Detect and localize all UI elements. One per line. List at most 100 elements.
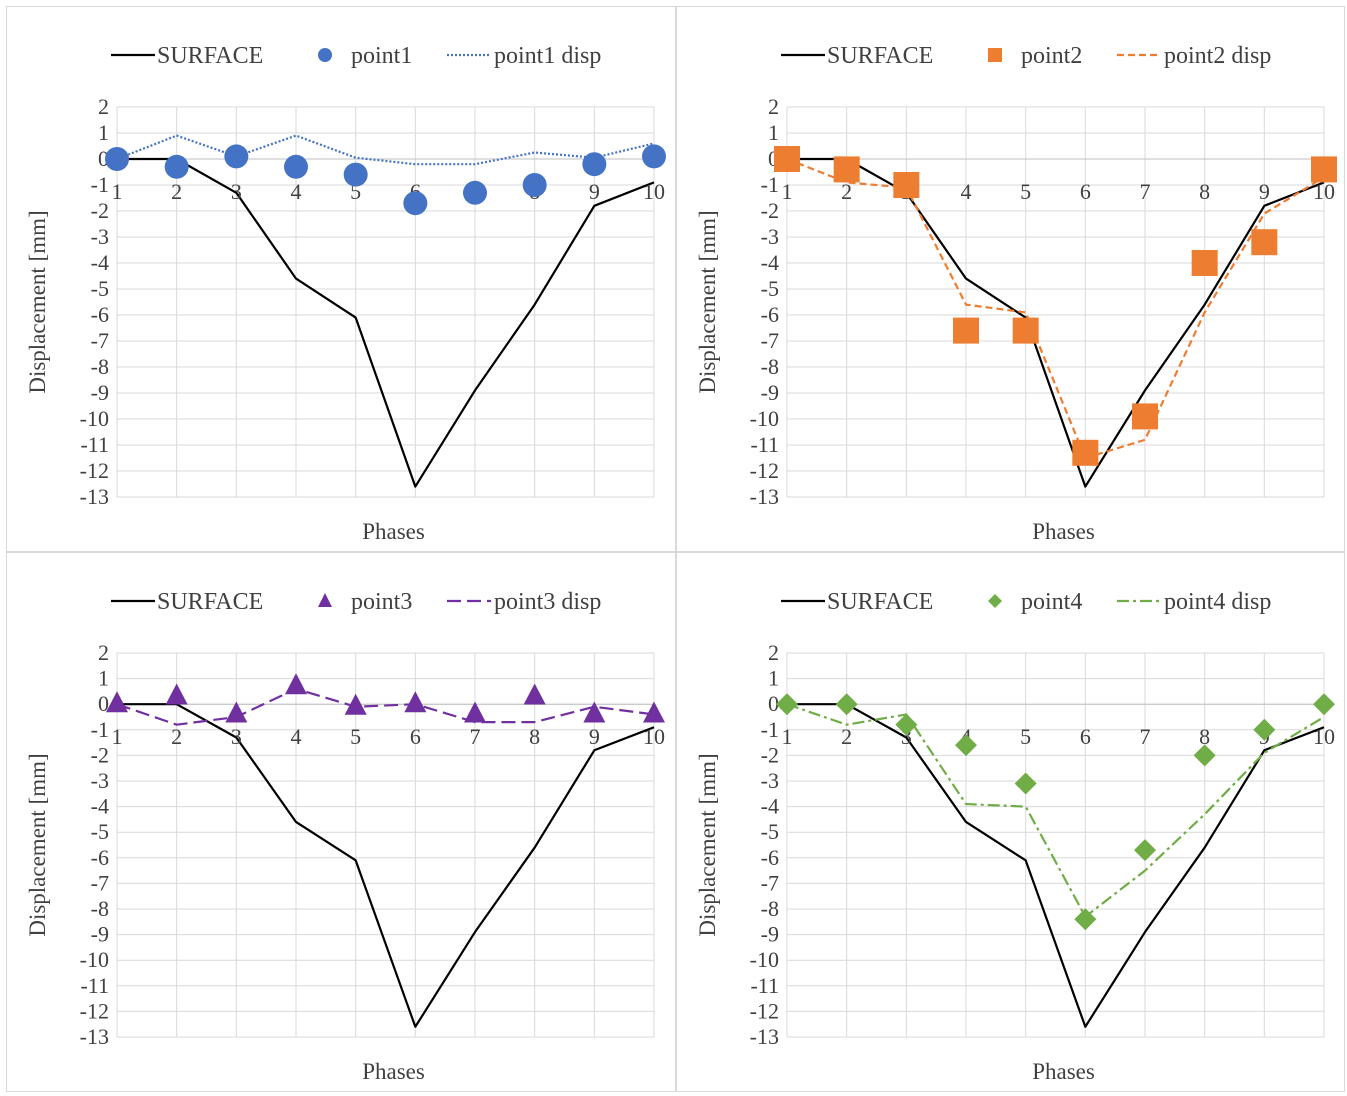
x-tick-label: 9 <box>1259 179 1270 204</box>
y-axis-title: Displacement [mm] <box>25 210 50 393</box>
x-tick-label: 8 <box>529 724 540 749</box>
y-tick-label: -8 <box>761 354 779 379</box>
legend-label-point3-disp: point3 disp <box>494 589 601 615</box>
y-tick-label: -6 <box>761 845 779 870</box>
data-point-point4 <box>776 693 798 716</box>
data-point-point1 <box>284 154 308 179</box>
y-tick-label: -4 <box>91 794 109 819</box>
x-tick-label: 8 <box>1199 724 1210 749</box>
data-point-point1 <box>582 152 607 177</box>
data-point-point3 <box>165 683 188 705</box>
data-point-point2 <box>833 156 860 183</box>
x-tick-label: 3 <box>231 179 242 204</box>
y-tick-label: -1 <box>91 717 109 742</box>
y-tick-label: 2 <box>768 640 779 665</box>
y-tick-label: -6 <box>91 302 109 327</box>
legend-label-point4: point4 <box>1021 589 1082 615</box>
x-axis-title: Phases <box>362 1059 425 1084</box>
y-tick-label: -5 <box>761 819 779 844</box>
x-tick-label: 3 <box>231 724 242 749</box>
data-point-point2 <box>774 146 800 172</box>
data-point-point1 <box>105 147 129 171</box>
data-point-point3 <box>404 691 427 713</box>
x-axis-title: Phases <box>1032 519 1095 544</box>
x-tick-label: 3 <box>901 724 912 749</box>
data-point-point1 <box>642 144 666 169</box>
y-tick-label: -4 <box>761 250 779 275</box>
x-tick-label: 1 <box>782 724 793 749</box>
y-tick-label: -9 <box>761 922 779 947</box>
x-tick-label: 2 <box>841 179 852 204</box>
x-tick-label: 6 <box>1080 724 1091 749</box>
y-tick-label: -8 <box>91 354 109 379</box>
y-tick-label: -3 <box>761 768 779 793</box>
y-tick-label: -10 <box>750 947 779 972</box>
y-tick-label: -11 <box>750 973 779 998</box>
legend-label-surface: SURFACE <box>827 589 933 615</box>
legend-swatch-point4 <box>988 594 1002 608</box>
y-tick-label: -5 <box>91 819 109 844</box>
x-tick-label: 5 <box>350 724 361 749</box>
y-tick-label: -11 <box>80 973 109 998</box>
x-tick-label: 2 <box>171 724 182 749</box>
y-tick-label: -3 <box>761 224 779 249</box>
y-tick-label: -12 <box>750 998 779 1023</box>
data-point-point4 <box>1074 908 1097 931</box>
legend-label-point1-disp: point1 disp <box>494 43 601 69</box>
data-point-point2 <box>1311 156 1337 183</box>
y-tick-label: 2 <box>98 94 109 119</box>
x-tick-label: 10 <box>643 179 665 204</box>
legend-label-point1: point1 <box>351 43 412 69</box>
data-point-point2 <box>1191 250 1218 276</box>
data-point-point2 <box>893 172 920 198</box>
data-point-point4 <box>835 693 858 716</box>
x-tick-label: 6 <box>410 724 421 749</box>
y-tick-label: -8 <box>761 896 779 921</box>
data-point-point1 <box>224 144 249 169</box>
data-point-point1 <box>403 191 428 216</box>
x-tick-label: 9 <box>589 179 600 204</box>
y-tick-label: -8 <box>91 896 109 921</box>
chart-panel-point3: 2 1 0 -1 -2 -3 -4 -5 -6 -7 -8 -9 -10 -11 -12 -13 1 2 3 4 5 6 7… <box>6 552 676 1092</box>
legend-label-point2-disp: point2 disp <box>1164 43 1271 69</box>
data-point-point3 <box>583 701 606 723</box>
data-point-point3 <box>464 701 486 723</box>
chart-panel-point1: 210-1-2-3-4-5-6-7-8-9-10-11-12-131234567… <box>6 6 676 552</box>
legend-label-surface: SURFACE <box>157 43 263 69</box>
series-line-point4-disp <box>786 703 1325 918</box>
data-point-point4 <box>1014 772 1037 795</box>
y-tick-label: -11 <box>80 432 109 457</box>
y-tick-label: -13 <box>80 484 109 509</box>
series-line-surface <box>787 157 1325 488</box>
y-tick-label: -1 <box>91 172 109 197</box>
data-point-point3 <box>523 683 546 705</box>
x-tick-label: 7 <box>470 724 481 749</box>
legend-swatch-point1 <box>318 48 332 62</box>
x-tick-label: 5 <box>350 179 361 204</box>
y-tick-label: -2 <box>761 198 779 223</box>
data-point-point1 <box>463 180 487 205</box>
y-tick-label: -1 <box>761 172 779 197</box>
y-tick-label: -10 <box>750 406 779 431</box>
data-point-point2 <box>1251 229 1278 256</box>
x-tick-label: 6 <box>1080 179 1091 204</box>
y-tick-label: -10 <box>80 947 109 972</box>
series-line-surface <box>117 157 655 488</box>
data-point-point2 <box>1132 403 1158 430</box>
legend-label-point2: point2 <box>1021 43 1082 69</box>
x-tick-label: 10 <box>643 724 665 749</box>
y-tick-label: -6 <box>761 302 779 327</box>
y-tick-label: 2 <box>98 640 109 665</box>
data-point-point2 <box>953 317 979 344</box>
x-tick-label: 4 <box>291 179 302 204</box>
y-tick-label: -13 <box>80 1024 109 1049</box>
x-tick-label: 10 <box>1313 724 1335 749</box>
y-tick-label: 1 <box>768 120 779 145</box>
data-point-point3 <box>225 701 248 723</box>
legend-swatch-point3 <box>318 593 332 607</box>
y-tick-label: 0 <box>768 146 779 171</box>
data-point-point2 <box>1012 317 1039 344</box>
y-tick-label: -6 <box>91 845 109 870</box>
data-point-point4 <box>1193 744 1216 767</box>
legend-label-surface: SURFACE <box>827 43 933 69</box>
